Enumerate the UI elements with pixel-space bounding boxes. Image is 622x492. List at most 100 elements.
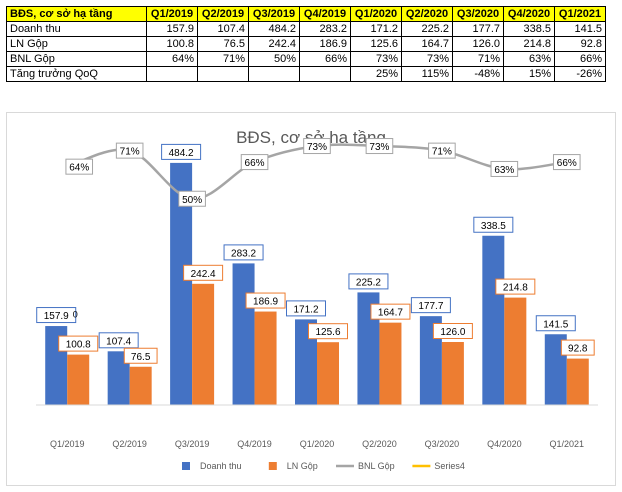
legend-swatch-ln-gộp	[268, 462, 277, 470]
data-label: 50%	[182, 195, 202, 206]
table-cell[interactable]: 100.8	[146, 36, 198, 52]
data-label: 63%	[494, 165, 514, 176]
data-label-box	[495, 278, 536, 295]
data-label-box	[535, 315, 576, 332]
data-label: 64%	[69, 163, 89, 174]
table-cell[interactable]: -26%	[554, 66, 606, 82]
bar-doanh-thu	[232, 263, 255, 405]
data-label: 186.9	[253, 297, 278, 308]
table-cell[interactable]: 73%	[350, 51, 402, 67]
data-label-box	[308, 323, 348, 340]
table-cell[interactable]: -48%	[452, 66, 504, 82]
legend-swatch-doanh-thu	[182, 462, 190, 470]
data-label: 92.8	[568, 344, 588, 355]
table-header-cell: Q4/2019	[299, 6, 351, 22]
legend-label-doanh-thu: Doanh thu	[200, 461, 242, 471]
table-cell[interactable]: Tăng trưởng QoQ	[6, 66, 147, 82]
x-tick-label: Q4/2019	[237, 439, 272, 449]
table-row: BNL Gộp 64% 71% 50% 66% 73% 73% 71% 63% …	[6, 51, 606, 67]
data-label: 100.8	[66, 340, 91, 351]
bar-ln-gộp	[441, 342, 464, 405]
bar-ln-gộp	[67, 354, 90, 405]
data-table: BĐS, cơ sở hạ tầng Q1/2019 Q2/2019 Q3/20…	[6, 6, 606, 82]
data-label: 76.5	[131, 352, 151, 363]
data-label-box	[303, 138, 331, 155]
data-label: 73%	[369, 142, 389, 153]
legend-label-series4: Series4	[434, 461, 465, 471]
data-label: 125.6	[315, 327, 340, 338]
data-label: 484.2	[169, 148, 194, 159]
data-label-box	[560, 339, 595, 356]
data-label-box	[370, 303, 411, 320]
x-tick-label: Q1/2019	[50, 439, 85, 449]
data-label: 126.0	[440, 327, 465, 338]
data-label-box	[490, 160, 519, 177]
data-label: 177.7	[418, 301, 443, 312]
data-label-box	[115, 142, 144, 159]
table-cell[interactable]: 15%	[503, 66, 555, 82]
table-cell[interactable]: 177.7	[452, 21, 504, 37]
x-tick-label: Q4/2020	[487, 439, 522, 449]
x-tick-label: Q3/2020	[425, 439, 460, 449]
bar-doanh-thu	[295, 319, 317, 405]
bar-doanh-thu	[107, 351, 130, 405]
bar-ln-gộp	[129, 366, 152, 405]
data-label: 338.5	[481, 221, 506, 232]
table-header-cell: BĐS, cơ sở hạ tầng	[6, 6, 147, 22]
table-header-row: BĐS, cơ sở hạ tầng Q1/2019 Q2/2019 Q3/20…	[6, 6, 606, 22]
table-header-cell: Q4/2020	[503, 6, 555, 22]
data-label-box	[183, 264, 224, 281]
bar-ln-gộp	[317, 342, 339, 405]
data-label: 157.9	[44, 311, 69, 322]
table-header-cell: Q2/2020	[401, 6, 453, 22]
bar-ln-gộp	[192, 283, 215, 405]
table-cell[interactable]: 50%	[248, 51, 300, 67]
data-label-box	[245, 292, 286, 309]
x-tick-label: Q3/2019	[175, 439, 210, 449]
table-cell[interactable]: 115%	[401, 66, 453, 82]
bar-ln-gộp	[504, 297, 527, 405]
x-tick-label: Q1/2021	[550, 439, 585, 449]
bar-ln-gộp	[566, 358, 589, 405]
bar-doanh-thu	[482, 235, 505, 405]
table-cell[interactable]: 107.4	[197, 21, 249, 37]
x-tick-label: Q2/2019	[112, 439, 147, 449]
bar-doanh-thu	[170, 162, 193, 405]
data-label: 164.7	[378, 308, 403, 319]
bar-ln-gộp	[254, 311, 277, 405]
data-label-box	[410, 297, 451, 314]
table-row: Tăng trưởng QoQ 25% 115% -48% 15% -26%	[6, 66, 606, 82]
legend-label-bnl-gộp: BNL Gộp	[358, 461, 395, 471]
data-label: 71%	[432, 147, 452, 158]
data-label: 0	[73, 309, 78, 319]
data-label-box	[365, 138, 394, 155]
data-label-box	[58, 335, 99, 352]
x-tick-label: Q1/2020	[300, 439, 335, 449]
data-label-box	[178, 190, 206, 207]
bar-ln-gộp	[379, 322, 402, 405]
data-label-box	[65, 158, 94, 175]
data-label-box	[36, 307, 77, 324]
x-tick-label: Q2/2020	[362, 439, 397, 449]
chart-title: BĐS, cơ sở hạ tầng	[236, 128, 386, 147]
data-label: 171.2	[293, 304, 318, 315]
data-label: 107.4	[106, 336, 131, 347]
data-label: 214.8	[503, 283, 528, 294]
data-label: 73%	[307, 142, 327, 153]
table-row: Doanh thu 157.9 107.4 484.2 283.2 171.2 …	[6, 21, 606, 37]
table-header-cell: Q1/2020	[350, 6, 402, 22]
data-label: 66%	[245, 158, 265, 169]
table-cell[interactable]: 63%	[503, 51, 555, 67]
legend-label-ln-gộp: LN Gộp	[287, 461, 318, 471]
data-label-box	[432, 323, 473, 339]
bar-doanh-thu	[357, 292, 380, 405]
data-label-box	[98, 332, 139, 349]
data-label: 141.5	[543, 319, 568, 330]
data-label: 242.4	[191, 269, 216, 280]
data-label-box	[552, 154, 581, 171]
table-header-cell: Q1/2019	[146, 6, 198, 22]
data-label-box	[428, 142, 456, 159]
data-label-box	[473, 216, 514, 233]
data-label-box	[161, 143, 202, 160]
